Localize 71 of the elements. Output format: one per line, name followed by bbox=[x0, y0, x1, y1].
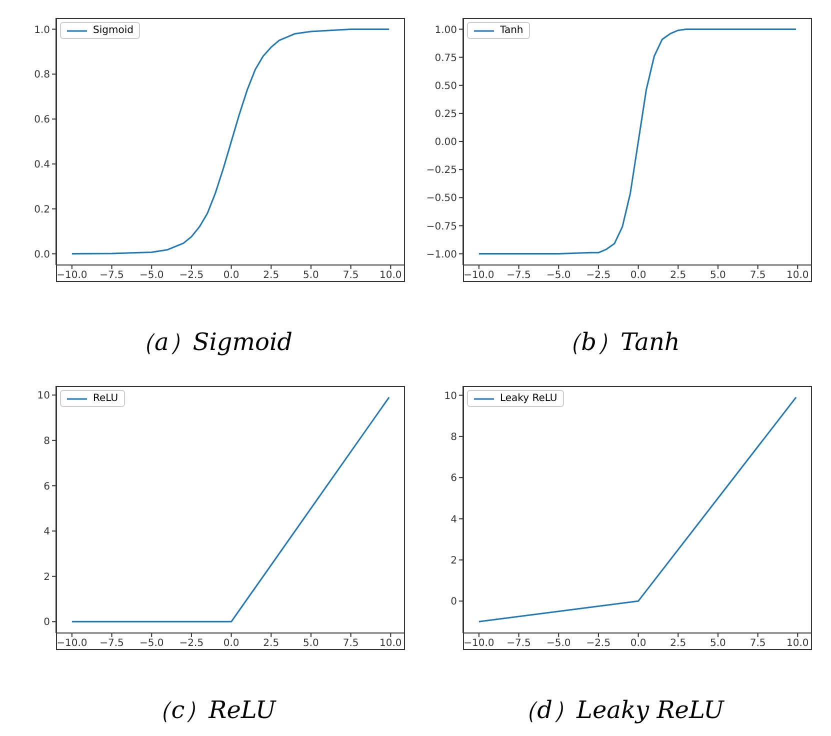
x-tick-label: 7.5 bbox=[750, 638, 766, 650]
x-tick-label: −7.5 bbox=[100, 638, 124, 650]
x-tick-label: −7.5 bbox=[100, 270, 124, 282]
x-tick-label: 2.5 bbox=[670, 638, 686, 650]
y-tick-label: 0 bbox=[450, 596, 457, 608]
y-tick-label: −0.25 bbox=[426, 165, 457, 176]
x-tick-label: 0.0 bbox=[630, 270, 646, 282]
text: （c）ReLU bbox=[146, 695, 278, 724]
text: （a）Sigmoid bbox=[129, 327, 294, 356]
x-tick-label: 5.0 bbox=[303, 270, 319, 282]
x-tick-label: −2.5 bbox=[179, 270, 204, 282]
y-tick-label: 2 bbox=[450, 555, 457, 566]
legend-label: Leaky ReLU bbox=[500, 393, 558, 404]
y-tick-label: 1.0 bbox=[34, 24, 50, 36]
y-tick-label: 0.50 bbox=[434, 80, 457, 92]
y-tick-label: 0.2 bbox=[34, 204, 50, 216]
y-tick-label: 1.00 bbox=[434, 24, 457, 36]
x-tick-label: 10.0 bbox=[786, 270, 809, 282]
y-tick-label: 0.25 bbox=[434, 108, 457, 120]
x-tick-label: −10.0 bbox=[464, 638, 494, 650]
x-tick-label: −5.0 bbox=[546, 638, 571, 650]
legend-label: Sigmoid bbox=[93, 25, 134, 36]
legend-label: ReLU bbox=[93, 393, 118, 404]
y-tick-label: 4 bbox=[450, 514, 457, 526]
y-tick-label: 10 bbox=[37, 390, 50, 402]
y-tick-label: 4 bbox=[44, 526, 50, 538]
y-tick-label: 0.00 bbox=[434, 137, 457, 148]
x-tick-label: −7.5 bbox=[506, 638, 531, 650]
x-tick-label: −10.0 bbox=[56, 638, 88, 650]
x-tick-label: 10.0 bbox=[380, 270, 402, 282]
y-tick-label: 8 bbox=[44, 436, 50, 447]
x-tick-label: 10.0 bbox=[786, 638, 809, 650]
y-tick-label: −1.00 bbox=[426, 249, 457, 260]
x-tick-label: −5.0 bbox=[139, 270, 164, 282]
x-tick-label: −2.5 bbox=[586, 638, 611, 650]
y-tick-label: 0.4 bbox=[34, 160, 50, 171]
y-tick-label: −0.75 bbox=[426, 221, 457, 232]
x-tick-label: 10.0 bbox=[380, 638, 402, 650]
text: （d）Leaky ReLU bbox=[512, 695, 726, 724]
y-tick-label: 8 bbox=[450, 432, 457, 443]
x-tick-label: 2.5 bbox=[263, 270, 280, 282]
x-tick-label: −5.0 bbox=[139, 638, 164, 650]
y-tick-label: 0.8 bbox=[34, 70, 50, 81]
x-tick-label: 0.0 bbox=[223, 270, 240, 282]
x-tick-label: 5.0 bbox=[710, 270, 726, 282]
y-tick-label: 6 bbox=[450, 473, 457, 484]
y-tick-label: 0 bbox=[44, 617, 50, 628]
x-tick-label: 0.0 bbox=[223, 638, 240, 650]
legend-label: Tanh bbox=[500, 25, 524, 36]
y-tick-label: 6 bbox=[44, 481, 50, 492]
text: （b）Tanh bbox=[556, 327, 681, 356]
x-tick-label: −5.0 bbox=[546, 270, 571, 282]
x-tick-label: −7.5 bbox=[506, 270, 531, 282]
x-tick-label: −2.5 bbox=[586, 270, 611, 282]
y-tick-label: −0.50 bbox=[426, 193, 457, 204]
x-tick-label: 0.0 bbox=[630, 638, 646, 650]
x-tick-label: 2.5 bbox=[670, 270, 686, 282]
y-tick-label: 0.6 bbox=[34, 114, 50, 126]
x-tick-label: −10.0 bbox=[464, 270, 494, 282]
x-tick-label: 5.0 bbox=[710, 638, 726, 650]
x-tick-label: 2.5 bbox=[263, 638, 280, 650]
y-tick-label: 10 bbox=[444, 390, 457, 402]
x-tick-label: 7.5 bbox=[342, 270, 359, 282]
x-tick-label: −10.0 bbox=[56, 270, 88, 282]
y-tick-label: 2 bbox=[44, 572, 50, 583]
x-tick-label: 5.0 bbox=[303, 638, 319, 650]
y-tick-label: 0.75 bbox=[434, 52, 457, 64]
y-tick-label: 0.0 bbox=[34, 249, 50, 260]
x-tick-label: 7.5 bbox=[342, 638, 359, 650]
x-tick-label: 7.5 bbox=[750, 270, 766, 282]
x-tick-label: −2.5 bbox=[179, 638, 204, 650]
